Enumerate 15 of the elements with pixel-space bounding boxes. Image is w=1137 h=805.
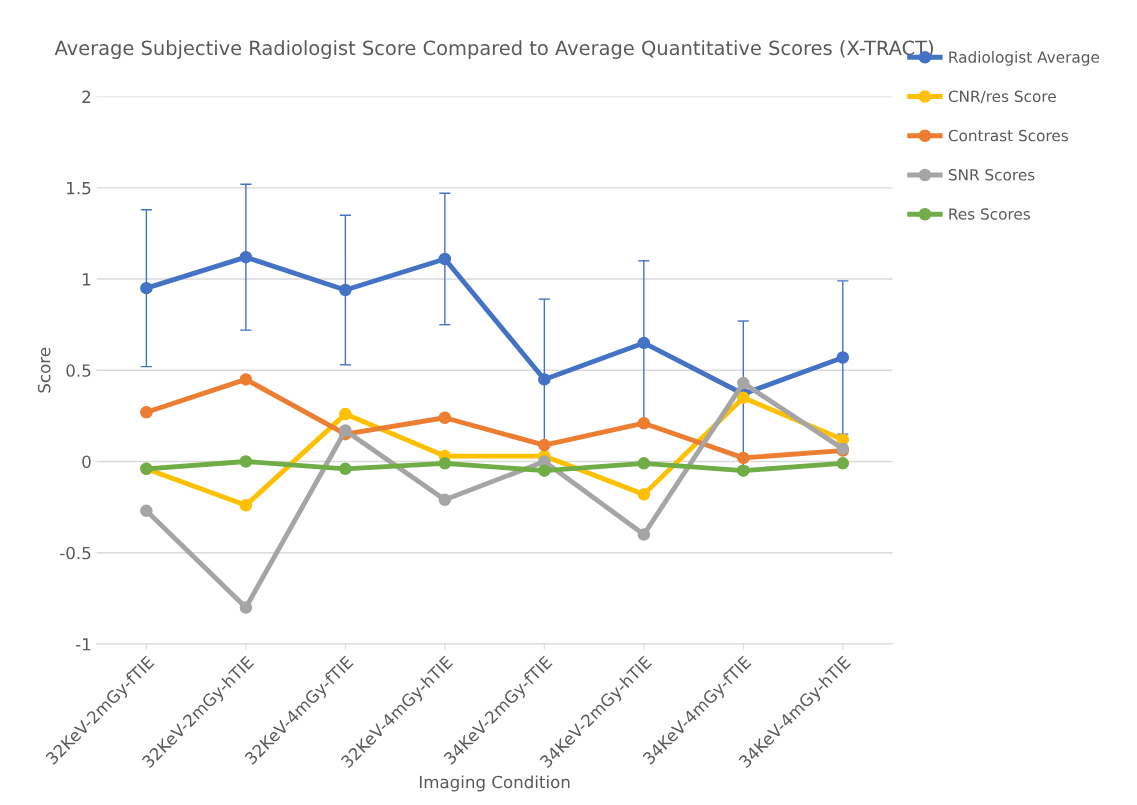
y-axis-title: Score: [37, 347, 51, 393]
y-tick-label: 1.5: [67, 182, 91, 195]
y-tick-label: 1: [83, 273, 91, 286]
legend-label: Radiologist Average: [949, 51, 1100, 66]
legend-label: Contrast Scores: [948, 129, 1068, 142]
x-axis-title: Imaging Condition: [419, 775, 570, 792]
y-tick-label: 0.5: [66, 364, 91, 377]
y-tick-label: 0: [82, 455, 91, 469]
legend-label: Res Scores: [949, 208, 1030, 220]
y-tick-label: -0.5: [60, 546, 91, 560]
legend-label: CNR/res Score: [948, 90, 1056, 104]
y-tick-label: 2: [82, 90, 91, 103]
legend-label: SNR Scores: [948, 168, 1035, 181]
y-tick-label: -1: [75, 638, 91, 651]
chart-title: Average Subjective Radiologist Score Compared to Average Quantitative Scores (X-TRACT): [54, 40, 933, 59]
